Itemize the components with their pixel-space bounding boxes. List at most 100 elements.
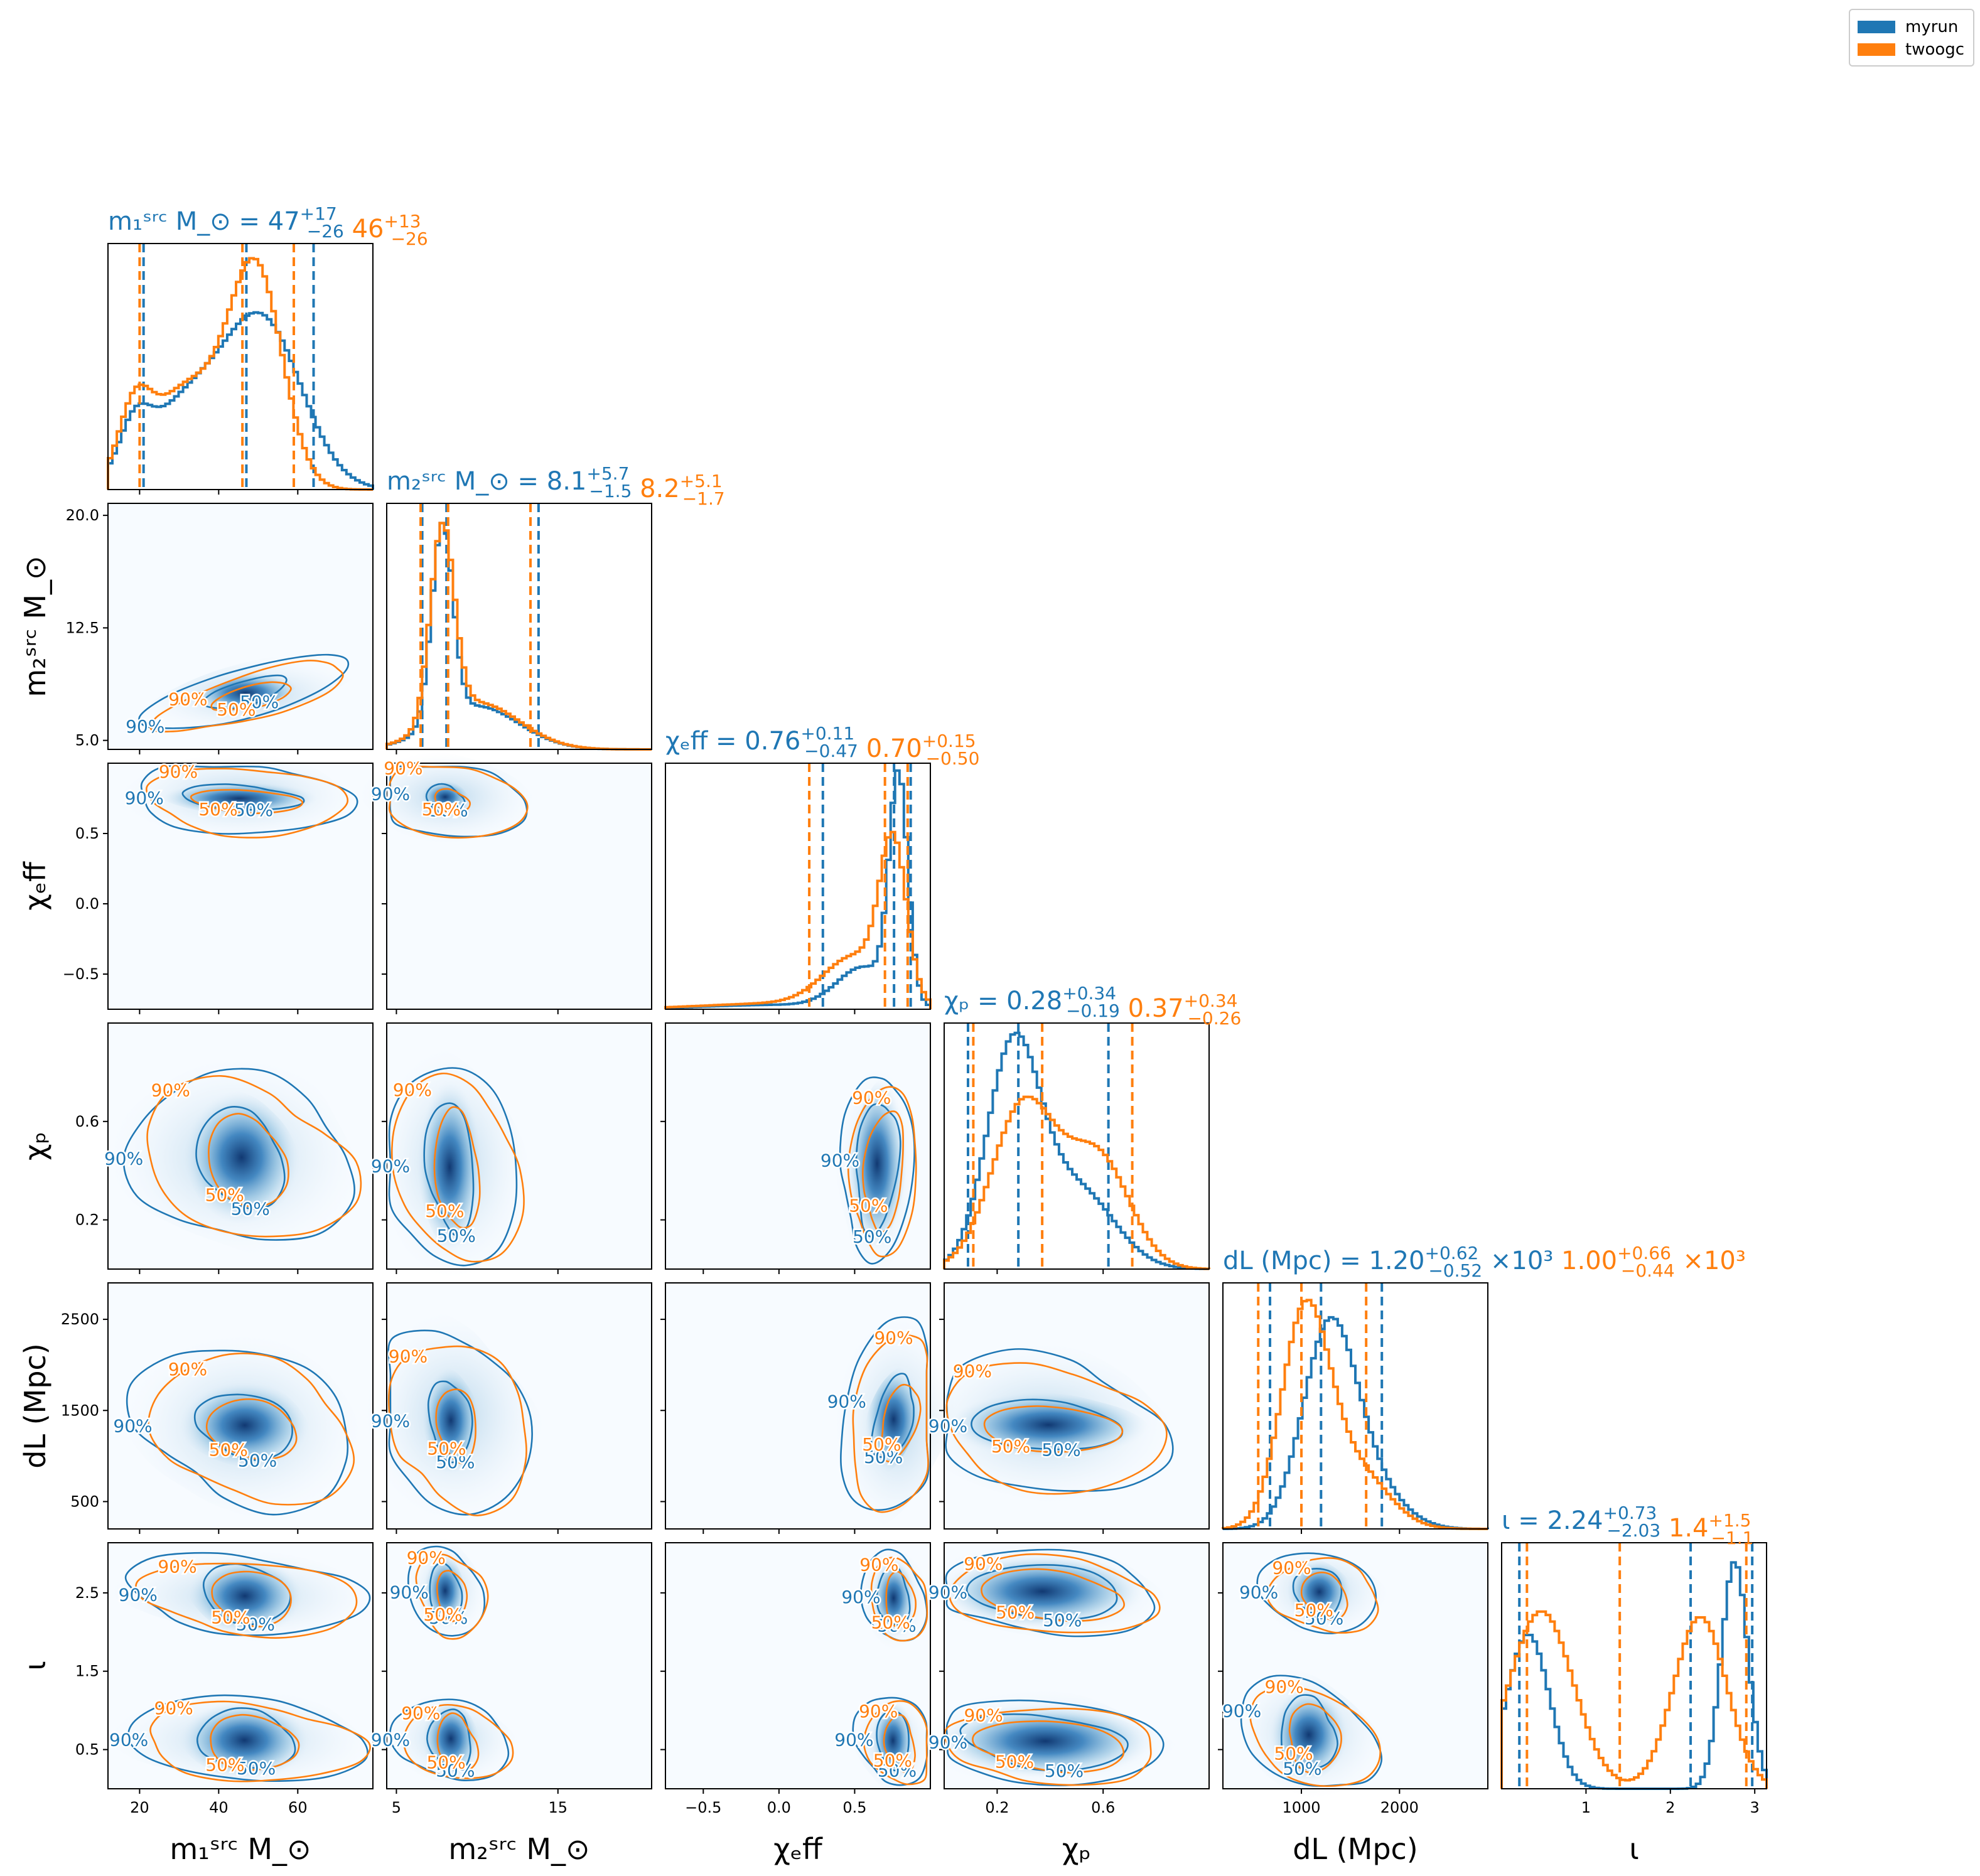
contour-label: 50% (240, 692, 279, 712)
contour-50pct-myrun (870, 1373, 915, 1458)
contour-label: 90% (928, 1415, 967, 1436)
density-panel-m2-vs-d_L (386, 1282, 652, 1530)
y-tick-label-chi_eff: 0.5 (75, 825, 99, 842)
panel-title-iota: ι = 2.24+0.73 −2.03 1.4+1.5 −1.1 (1502, 1503, 1754, 1548)
contour-label: 50% (231, 1199, 270, 1219)
contour-label: 50% (1283, 1758, 1321, 1779)
x-tick-label-iota: 2 (1665, 1799, 1675, 1816)
contour-label: 50% (995, 1752, 1034, 1772)
contour-label: 50% (427, 1439, 466, 1459)
contour-90pct-twoogc (145, 768, 349, 839)
contour-90pct-myrun (945, 1699, 1165, 1786)
contour-90pct-twoogc (146, 1075, 362, 1238)
contour-label: 90% (393, 1080, 432, 1100)
contour-label: 90% (1265, 1676, 1304, 1697)
density-panel-m1-vs-chi_p (107, 1022, 374, 1270)
density-panel-m2-vs-iota (386, 1542, 652, 1789)
x-tick-label-m2: 5 (392, 1799, 401, 1816)
x-tick-label-iota: 3 (1750, 1799, 1760, 1816)
density-core (937, 1704, 1153, 1778)
y-tick-label-d_L: 2500 (61, 1311, 99, 1328)
contour-label: 90% (371, 1155, 410, 1176)
contour-label: 90% (859, 1554, 898, 1575)
contour-label: 50% (422, 799, 461, 820)
y-axis-label-m2: m₂ˢʳᶜ M_⊙ (18, 555, 52, 697)
contour-50pct-myrun (425, 783, 466, 812)
contour-label: 90% (168, 689, 207, 709)
y-tick-label-d_L: 1500 (61, 1402, 99, 1419)
contour-label: 50% (429, 800, 468, 820)
contour-90pct-twoogc (945, 1362, 1168, 1495)
contour-50pct-twoogc (862, 1110, 904, 1233)
contour-label: 90% (159, 761, 198, 782)
contour-90pct-twoogc (852, 1334, 929, 1513)
contour-90pct-myrun (407, 1545, 486, 1637)
contour-50pct-myrun (202, 1563, 291, 1626)
x-tick-label-d_L: 1000 (1282, 1799, 1320, 1816)
y-axis-label-d_L: dL (Mpc) (18, 1343, 52, 1469)
contour-50pct-twoogc (210, 681, 292, 711)
contour-label: 50% (996, 1602, 1035, 1623)
contour-90pct-myrun (1256, 1552, 1377, 1634)
panel-title-chi_eff: χₑff = 0.76+0.11 −0.47 0.70+0.15 −0.50 (665, 723, 979, 769)
histogram-twoogc-chi_p (943, 1095, 1210, 1270)
contour-label: 90% (852, 1088, 891, 1108)
x-tick-label-chi_p: 0.6 (1091, 1799, 1115, 1816)
contour-90pct-myrun (126, 1349, 349, 1516)
contour-label: 90% (859, 1701, 898, 1722)
x-axis-label-d_L: dL (Mpc) (1293, 1832, 1418, 1866)
contour-label: 90% (953, 1361, 992, 1381)
contour-50pct-twoogc (436, 1570, 468, 1622)
contour-90pct-twoogc (1266, 1557, 1379, 1634)
density-core (947, 1391, 1149, 1459)
contour-50pct-myrun (966, 1564, 1118, 1621)
density-panel-m1-vs-d_L (107, 1282, 374, 1530)
contour-label: 90% (125, 788, 164, 808)
x-tick-label-iota: 1 (1581, 1799, 1591, 1816)
contour-label: 50% (209, 1439, 248, 1460)
density-core (423, 1553, 467, 1628)
contour-label: 90% (874, 1327, 913, 1348)
contour-label: 90% (119, 1584, 158, 1605)
contour-label: 50% (423, 1604, 462, 1625)
contour-50pct-twoogc (972, 1720, 1125, 1774)
contour-label: 90% (104, 1149, 143, 1169)
contour-label: 90% (371, 1730, 410, 1750)
legend-entry-myrun: myrun (1858, 18, 1958, 36)
x-axis-label-chi_eff: χₑff (773, 1832, 823, 1866)
density-panel-m2-vs-chi_p (386, 1022, 652, 1270)
histogram-twoogc-chi_eff (664, 830, 932, 1009)
density-core (180, 1700, 309, 1781)
contour-50pct-myrun (426, 1708, 471, 1772)
contour-label: 50% (871, 1612, 910, 1633)
density-panel-m1-vs-chi_eff (107, 763, 374, 1010)
contour-90pct-twoogc (863, 1700, 928, 1786)
contour-label: 90% (407, 1547, 446, 1568)
contour-label: 50% (238, 1450, 277, 1471)
contour-label: 50% (873, 1750, 912, 1771)
contour-90pct-myrun (945, 1348, 1174, 1492)
legend-label-myrun: myrun (1905, 18, 1959, 36)
legend-swatch-myrun (1858, 21, 1895, 33)
legend-entry-twoogc: twoogc (1858, 40, 1964, 59)
y-tick-label-iota: 2.5 (75, 1584, 99, 1602)
contour-label: 50% (429, 1607, 468, 1628)
contour-50pct-twoogc (210, 1713, 300, 1771)
x-tick-label-chi_eff: −0.5 (685, 1799, 721, 1816)
contour-label: 90% (109, 1730, 148, 1750)
y-tick-label-iota: 1.5 (75, 1663, 99, 1680)
contour-label: 50% (849, 1196, 888, 1216)
legend: myrun twoogc (1849, 9, 1974, 67)
contour-50pct-twoogc (208, 1113, 289, 1208)
x-tick-label-d_L: 2000 (1380, 1799, 1419, 1816)
y-tick-label-chi_eff: 0.0 (75, 895, 99, 913)
contour-50pct-myrun (181, 783, 305, 811)
contour-50pct-twoogc (433, 1106, 481, 1229)
contour-label: 50% (236, 1614, 275, 1634)
hist-panel-m2 (386, 503, 652, 750)
legend-swatch-twoogc (1858, 43, 1895, 56)
contour-label: 90% (964, 1553, 1003, 1574)
x-axis-label-iota: ι (1629, 1832, 1639, 1866)
contour-90pct-myrun (140, 765, 358, 835)
contour-label: 50% (234, 800, 273, 820)
